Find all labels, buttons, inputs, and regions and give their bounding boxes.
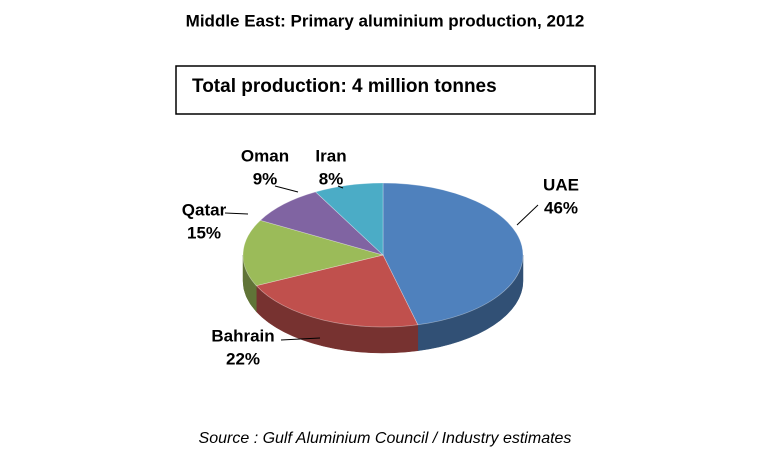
slice-label: Bahrain	[211, 326, 274, 345]
slice	[259, 191, 384, 256]
leader-line	[516, 204, 539, 226]
annotation-box	[175, 65, 596, 115]
chart-title: Middle East: Primary aluminium productio…	[186, 11, 585, 30]
slice-value-label: 9%	[253, 169, 278, 188]
source: Source : Gulf Aluminium Council / Indust…	[199, 430, 572, 447]
leader-line	[337, 185, 344, 189]
leader-line	[224, 212, 249, 215]
slice	[242, 219, 385, 287]
slice-label: Iran	[315, 146, 346, 165]
slice	[255, 254, 419, 328]
leader-line	[274, 185, 299, 193]
slice-label: Qatar	[182, 200, 227, 219]
leader-line	[280, 337, 321, 341]
slice-value-label: 22%	[226, 349, 260, 368]
slice	[314, 182, 384, 256]
slice-value-label: 46%	[544, 198, 578, 217]
pie-tops	[242, 182, 524, 328]
slice-value-label: 8%	[319, 169, 344, 188]
slice-label: Oman	[241, 146, 289, 165]
slice-value-label: 15%	[187, 223, 221, 242]
annotation: Total production: 4 million tonnes	[192, 76, 497, 97]
slice-label: UAE	[543, 175, 579, 194]
slice	[382, 182, 524, 326]
